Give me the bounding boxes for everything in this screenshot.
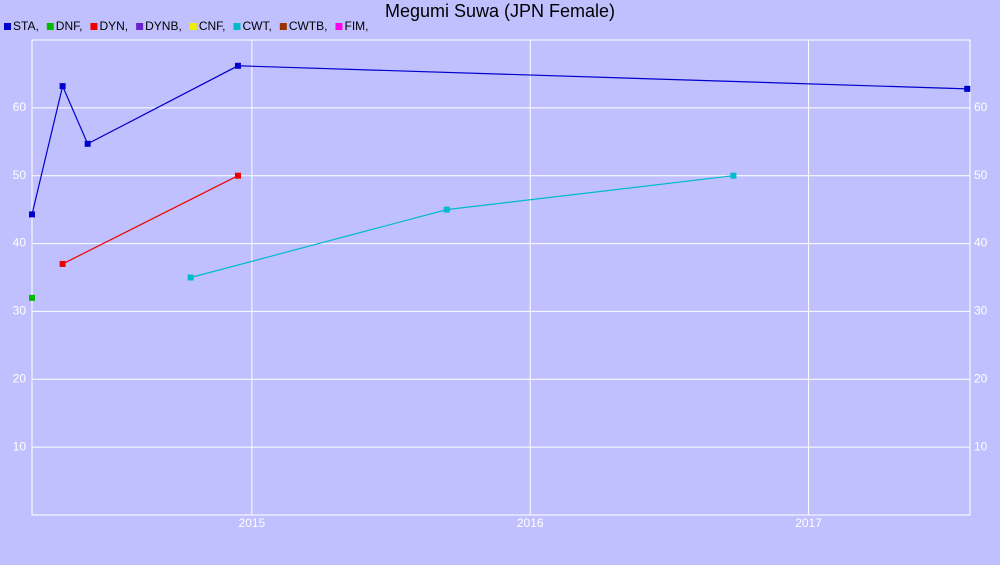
point xyxy=(443,206,450,213)
point xyxy=(187,274,194,281)
y2-tick-label: 10 xyxy=(974,439,988,453)
point xyxy=(234,62,241,69)
point xyxy=(59,83,66,90)
legend-swatch xyxy=(189,23,197,30)
x-tick-label: 2017 xyxy=(795,516,822,530)
point xyxy=(964,85,971,92)
point xyxy=(59,260,66,267)
legend-label: DYNB, xyxy=(145,19,182,33)
legend-label: CWTB, xyxy=(289,19,328,33)
y2-tick-label: 60 xyxy=(974,100,988,114)
y-tick-label: 30 xyxy=(13,304,27,318)
legend-label: CNF, xyxy=(199,19,226,33)
legend-label: DNF, xyxy=(56,19,83,33)
legend-swatch xyxy=(279,23,287,30)
legend-swatch xyxy=(335,23,343,30)
point xyxy=(84,140,91,147)
x-tick-label: 2015 xyxy=(239,516,266,530)
legend-swatch xyxy=(136,23,144,30)
y2-tick-label: 30 xyxy=(974,304,988,318)
legend-label: DYN, xyxy=(99,19,128,33)
y-tick-label: 20 xyxy=(13,371,27,385)
y-tick-label: 40 xyxy=(13,236,27,250)
y2-tick-label: 50 xyxy=(974,168,988,182)
series-line xyxy=(62,175,239,265)
x-tick-label: 2016 xyxy=(517,516,544,530)
point xyxy=(234,172,241,179)
chart-title: Megumi Suwa (JPN Female) xyxy=(385,1,615,21)
plot-area xyxy=(31,39,971,516)
legend-swatch xyxy=(90,23,98,30)
y-tick-label: 50 xyxy=(13,168,27,182)
y2-tick-label: 40 xyxy=(974,236,988,250)
legend-label: STA, xyxy=(13,19,39,33)
y-tick-label: 10 xyxy=(13,439,27,453)
legend-label: CWT, xyxy=(242,19,271,33)
legend-swatch xyxy=(4,23,11,30)
point xyxy=(29,294,35,301)
y-tick-label: 60 xyxy=(13,100,27,114)
legend-swatch xyxy=(46,23,54,30)
point xyxy=(29,211,35,218)
legend-label: FIM, xyxy=(344,19,368,33)
point xyxy=(730,172,737,179)
legend-swatch xyxy=(233,23,241,30)
y2-tick-label: 20 xyxy=(974,371,988,385)
